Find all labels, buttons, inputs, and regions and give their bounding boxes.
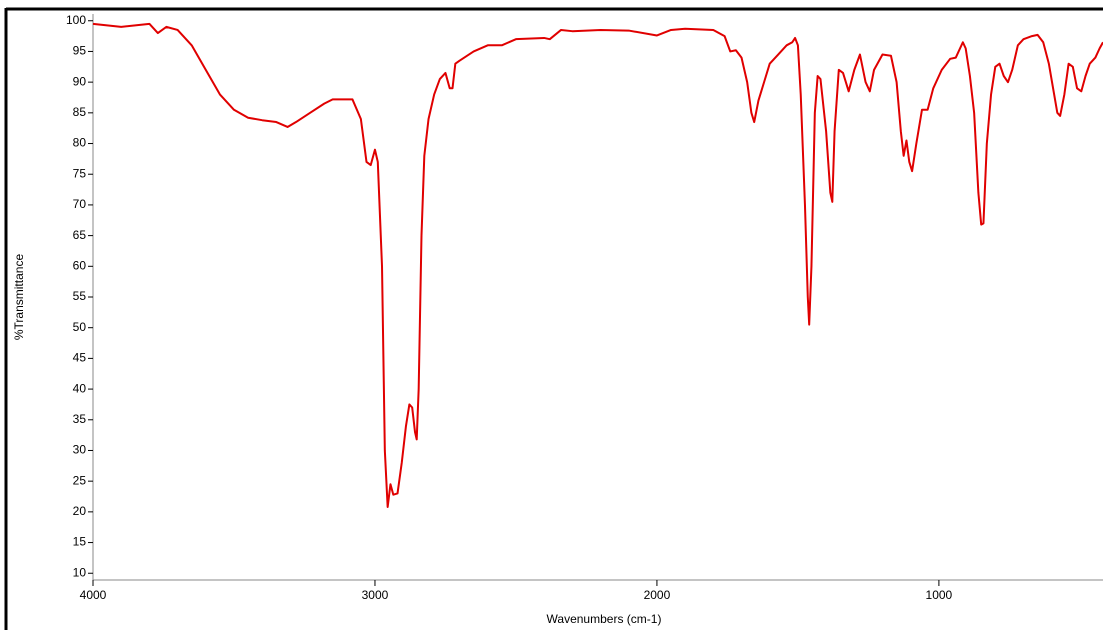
y-tick-label: 100 xyxy=(66,13,86,27)
y-tick-label: 55 xyxy=(73,289,87,303)
y-axis-title: %Transmittance xyxy=(12,254,26,341)
y-tick-label: 75 xyxy=(73,166,87,180)
y-tick-label: 50 xyxy=(73,320,87,334)
y-tick-label: 60 xyxy=(73,258,87,272)
x-tick-label: 2000 xyxy=(644,588,671,602)
y-tick-label: 20 xyxy=(73,504,87,518)
y-tick-label: 25 xyxy=(73,473,87,487)
y-tick-label: 10 xyxy=(73,565,87,579)
y-tick-label: 15 xyxy=(73,535,87,549)
x-tick-label: 3000 xyxy=(362,588,389,602)
y-tick-label: 45 xyxy=(73,351,87,365)
y-tick-label: 80 xyxy=(73,136,87,150)
x-tick-label: 1000 xyxy=(926,588,953,602)
y-tick-label: 85 xyxy=(73,105,87,119)
y-tick-label: 65 xyxy=(73,228,87,242)
y-tick-label: 35 xyxy=(73,412,87,426)
y-tick-label: 95 xyxy=(73,44,87,58)
spectrum-line xyxy=(92,22,1103,508)
x-tick-label: 4000 xyxy=(80,588,107,602)
x-axis-title: Wavenumbers (cm-1) xyxy=(547,612,662,626)
y-tick-label: 90 xyxy=(73,74,87,88)
y-tick-label: 30 xyxy=(73,443,87,457)
y-tick-label: 40 xyxy=(73,381,87,395)
y-tick-label: 70 xyxy=(73,197,87,211)
